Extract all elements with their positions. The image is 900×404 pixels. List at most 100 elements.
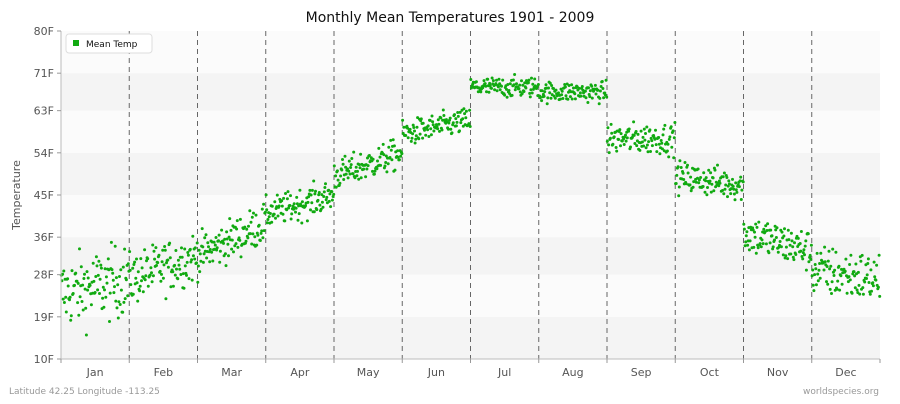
data-point [332, 192, 336, 196]
data-point [835, 287, 839, 291]
data-point [650, 144, 654, 148]
data-point [629, 145, 632, 149]
data-point [112, 291, 116, 295]
data-point [697, 181, 701, 185]
data-point [426, 124, 430, 128]
data-point [264, 193, 268, 197]
data-point [400, 152, 404, 156]
data-point [748, 239, 752, 243]
data-point [128, 268, 132, 272]
data-point [818, 276, 822, 280]
data-point [168, 241, 172, 245]
data-point [791, 255, 795, 259]
data-point [760, 238, 764, 242]
data-point [490, 86, 493, 90]
data-point [458, 110, 462, 114]
data-point [379, 163, 383, 167]
data-point [739, 198, 743, 201]
data-point [712, 189, 716, 193]
data-point [818, 262, 822, 265]
data-point [633, 142, 637, 145]
data-point [766, 222, 770, 226]
data-point [809, 257, 813, 261]
data-point [540, 99, 544, 103]
data-point [245, 227, 249, 231]
data-point [76, 301, 80, 305]
data-point [215, 248, 219, 252]
data-point [671, 129, 675, 133]
data-point [688, 183, 692, 187]
data-point [248, 232, 252, 236]
data-point [493, 88, 497, 92]
data-point [305, 219, 309, 223]
data-point [877, 253, 881, 257]
data-point [77, 313, 81, 317]
data-point [454, 117, 458, 121]
data-point [647, 140, 651, 144]
data-point [654, 143, 658, 147]
data-point [659, 139, 663, 142]
data-point [66, 284, 70, 288]
data-point [508, 82, 512, 86]
data-point [811, 268, 815, 272]
data-point [837, 264, 841, 268]
data-point [115, 306, 119, 310]
data-point [131, 292, 135, 296]
data-point [410, 136, 414, 140]
x-tick-label: Feb [154, 366, 173, 379]
data-point [260, 229, 264, 233]
data-point [611, 142, 615, 146]
data-point [813, 273, 817, 277]
data-point [860, 253, 864, 257]
x-tick-label: Nov [767, 366, 789, 379]
data-point [625, 136, 629, 140]
data-point [128, 250, 132, 254]
data-point [109, 240, 113, 244]
data-point [566, 97, 570, 101]
data-point [179, 273, 183, 276]
data-point [310, 201, 314, 205]
data-point [268, 212, 272, 215]
data-point [297, 204, 301, 208]
data-point [627, 129, 631, 133]
data-point [875, 263, 879, 267]
data-point [669, 125, 673, 129]
data-point [857, 283, 861, 287]
data-point [662, 127, 666, 131]
data-point [323, 186, 327, 189]
data-point [869, 268, 873, 272]
data-point [79, 265, 83, 269]
data-point [226, 242, 230, 246]
data-point [740, 188, 744, 192]
data-point [718, 181, 722, 185]
data-point [517, 87, 521, 91]
data-point [632, 120, 636, 124]
data-point [116, 316, 120, 320]
data-point [513, 73, 517, 76]
data-point [371, 169, 374, 173]
data-point [850, 291, 854, 295]
data-point [421, 121, 425, 125]
data-point [178, 267, 182, 271]
data-point [826, 259, 830, 263]
data-point [348, 172, 352, 176]
data-point [217, 233, 221, 237]
y-tick-label: 10F [34, 353, 54, 366]
data-point [450, 131, 454, 135]
data-point [773, 238, 776, 242]
data-point [262, 202, 266, 206]
data-point [238, 217, 242, 221]
data-point [734, 188, 738, 192]
data-point [874, 278, 878, 282]
data-point [185, 260, 189, 264]
data-point [723, 187, 727, 191]
data-point [193, 257, 197, 261]
data-point [349, 163, 353, 167]
data-point [521, 83, 525, 87]
data-point [520, 79, 523, 83]
data-point [288, 204, 292, 207]
data-point [768, 241, 772, 245]
data-point [598, 89, 602, 93]
data-point [151, 243, 155, 247]
data-point [702, 171, 706, 175]
